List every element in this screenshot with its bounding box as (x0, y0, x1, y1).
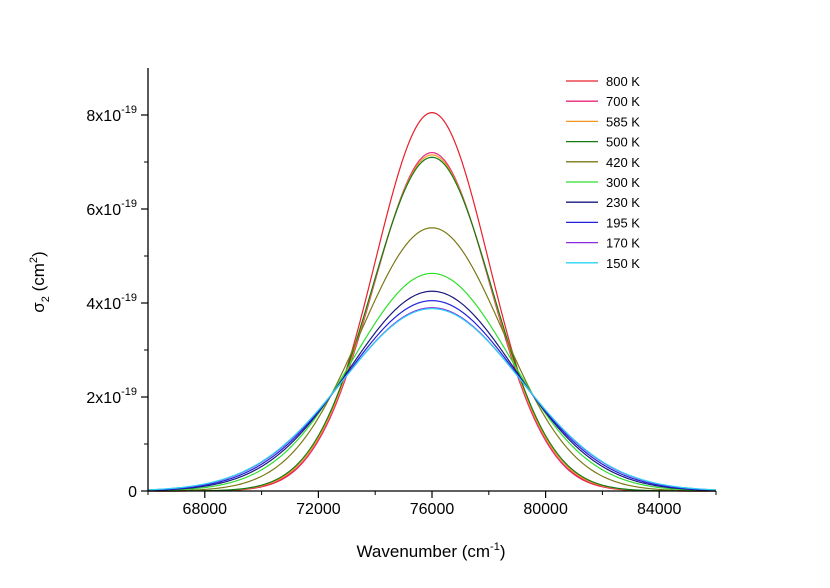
series-line-9 (147, 308, 717, 491)
legend-label-0: 800 K (606, 74, 640, 89)
series-line-4 (147, 227, 717, 492)
series-line-3 (148, 156, 716, 492)
legend-label-6: 230 K (606, 195, 640, 210)
legend-label-5: 300 K (606, 175, 640, 190)
series-line-7 (147, 300, 717, 491)
x-axis-title: Wavenumber (cm-1) (357, 541, 506, 561)
y-tick-label: 4x10-19 (86, 292, 137, 313)
axes (147, 68, 716, 492)
legend-label-3: 500 K (606, 135, 640, 150)
x-ticks: 68000 72000 76000 80000 84000 (147, 491, 717, 518)
y-tick-label: 0 (128, 484, 137, 501)
x-tick-label: 80000 (523, 501, 568, 518)
legend-label-1: 700 K (606, 94, 640, 109)
legend-label-8: 170 K (606, 236, 640, 251)
plot-curves (147, 112, 717, 492)
series-line-6 (147, 290, 717, 492)
y-ticks: 0 2x10-19 4x10-19 6x10-19 8x10-19 (86, 104, 148, 501)
x-tick-label: 68000 (183, 501, 228, 518)
y-tick-label: 8x10-19 (86, 104, 137, 125)
x-tick-label: 84000 (637, 501, 682, 518)
y-tick-label: 2x10-19 (86, 386, 137, 407)
y-tick-label: 6x10-19 (86, 198, 137, 219)
legend-label-7: 195 K (606, 215, 640, 230)
legend-label-4: 420 K (606, 155, 640, 170)
legend: 800 K 700 K 585 K 500 K 420 K 300 K 230 K 195 K… (566, 74, 640, 271)
series-line-5 (147, 272, 717, 492)
y-axis-title: σ2 (cm2) (28, 251, 52, 312)
x-tick-label: 72000 (296, 501, 341, 518)
legend-label-9: 150 K (606, 256, 640, 271)
legend-label-2: 585 K (606, 114, 640, 129)
x-tick-label: 76000 (410, 501, 455, 518)
series-line-8 (147, 307, 717, 491)
